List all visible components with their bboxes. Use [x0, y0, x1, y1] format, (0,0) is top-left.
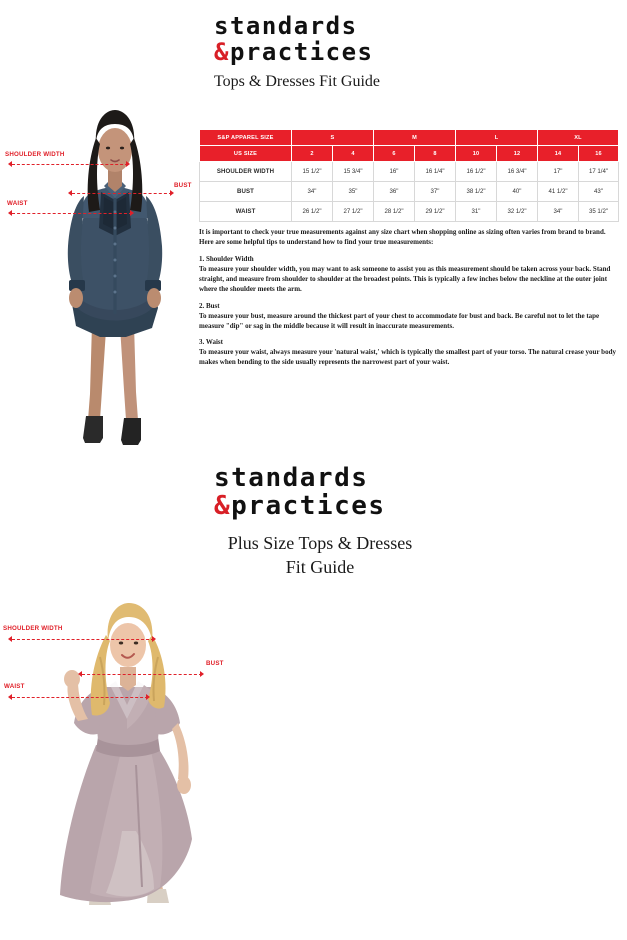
cell-bust-16: 43" — [578, 181, 619, 202]
header-us-size-4: 4 — [332, 145, 374, 162]
header-us-size-12: 12 — [496, 145, 538, 162]
table-row: SHOULDER WIDTH 15 1/2" 15 3/4" 16" 16 1/… — [199, 161, 619, 182]
annotation-arrow-left-bust-plus — [78, 671, 82, 677]
table-header-row-us-size: US SIZE 2 4 6 8 10 12 14 16 — [199, 145, 619, 162]
cell-shoulder-10: 16 1/2" — [455, 161, 497, 182]
annotation-arrow-right-shoulder — [126, 161, 130, 167]
cell-shoulder-2: 15 1/2" — [291, 161, 333, 182]
standard-copy-intro: It is important to check your true measu… — [199, 228, 606, 246]
annotation-label-waist: WAIST — [7, 200, 28, 207]
plus-guide-title-line1: Plus Size Tops & Dresses — [227, 533, 413, 553]
brand-logo-standard: standards &practices Tops & Dresses Fit … — [214, 14, 380, 91]
cell-waist-8: 29 1/2" — [414, 201, 456, 222]
standard-size-table: S&P APPAREL SIZE S M L XL US SIZE 2 4 6 … — [199, 129, 619, 222]
cell-waist-12: 32 1/2" — [496, 201, 538, 222]
annotation-arrow-right-waist — [130, 210, 134, 216]
annotation-arrow-left-shoulder — [8, 161, 12, 167]
table-header-row-apparel-size: S&P APPAREL SIZE S M L XL — [199, 129, 619, 146]
cell-bust-14: 41 1/2" — [537, 181, 579, 202]
annotation-arrow-left-waist — [8, 210, 12, 216]
cell-waist-6: 28 1/2" — [373, 201, 415, 222]
header-us-size: US SIZE — [199, 145, 292, 162]
row-label-waist: WAIST — [199, 201, 292, 222]
annotation-label-shoulder-width-plus: SHOULDER WIDTH — [3, 625, 63, 632]
standard-copy-heading-1: 1. Shoulder Width — [199, 254, 254, 263]
annotation-arrow-left-waist-plus — [8, 694, 12, 700]
brand-name-line1: standards — [214, 12, 358, 40]
header-us-size-14: 14 — [537, 145, 579, 162]
cell-waist-10: 31" — [455, 201, 497, 222]
brand-ampersand: & — [214, 38, 230, 66]
annotation-arrow-right-waist-plus — [146, 694, 150, 700]
header-us-size-16: 16 — [578, 145, 619, 162]
annotation-arrow-left-shoulder-plus — [8, 636, 12, 642]
standard-model-figure — [34, 94, 196, 446]
standard-copy-heading-3: 3. Waist — [199, 338, 223, 347]
standard-guide-title: Tops & Dresses Fit Guide — [214, 73, 380, 90]
brand-logo-plus: standards &practices Plus Size Tops & Dr… — [214, 465, 426, 578]
annotation-arrow-left-bust — [68, 190, 72, 196]
header-us-size-10: 10 — [455, 145, 497, 162]
annotation-arrow-right-bust — [170, 190, 174, 196]
header-size-l: L — [455, 129, 538, 146]
annotation-line-waist-plus — [12, 697, 148, 698]
row-label-shoulder-width: SHOULDER WIDTH — [199, 161, 292, 182]
header-us-size-6: 6 — [373, 145, 415, 162]
brand-name-line1-plus: standards — [214, 463, 369, 493]
annotation-arrow-right-bust-plus — [200, 671, 204, 677]
header-size-s: S — [291, 129, 374, 146]
table-row: BUST 34" 35" 36" 37" 38 1/2" 40" 41 1/2"… — [199, 181, 619, 202]
cell-bust-10: 38 1/2" — [455, 181, 497, 202]
annotation-line-shoulder-plus — [12, 639, 154, 640]
annotation-line-waist — [12, 213, 132, 214]
row-label-bust: BUST — [199, 181, 292, 202]
standard-copy-para-1: To measure your shoulder width, you may … — [199, 264, 611, 293]
cell-shoulder-12: 16 3/4" — [496, 161, 538, 182]
standard-copy-para-2: To measure your bust, measure around the… — [199, 311, 600, 330]
brand-name-line2-row: &practices — [214, 40, 380, 64]
header-us-size-8: 8 — [414, 145, 456, 162]
cell-shoulder-16: 17 1/4" — [578, 161, 619, 182]
cell-waist-16: 35 1/2" — [578, 201, 619, 222]
standard-measurement-instructions: It is important to check your true measu… — [199, 228, 618, 368]
annotation-label-waist-plus: WAIST — [4, 683, 25, 690]
annotation-label-bust-plus: BUST — [206, 660, 224, 667]
cell-waist-2: 26 1/2" — [291, 201, 333, 222]
plus-guide-title-line2: Fit Guide — [285, 557, 355, 577]
standard-copy-para-3: To measure your waist, always measure yo… — [199, 348, 616, 367]
plus-model-figure — [26, 595, 226, 935]
cell-shoulder-6: 16" — [373, 161, 415, 182]
cell-shoulder-14: 17" — [537, 161, 579, 182]
header-size-xl: XL — [537, 129, 619, 146]
cell-shoulder-4: 15 3/4" — [332, 161, 374, 182]
annotation-line-bust — [72, 193, 172, 194]
annotation-line-bust-plus — [82, 674, 202, 675]
annotation-label-shoulder-width: SHOULDER WIDTH — [5, 151, 65, 158]
cell-bust-12: 40" — [496, 181, 538, 202]
cell-bust-2: 34" — [291, 181, 333, 202]
brand-name-line2-plus: practices — [231, 491, 386, 521]
header-us-size-2: 2 — [291, 145, 333, 162]
table-row: WAIST 26 1/2" 27 1/2" 28 1/2" 29 1/2" 31… — [199, 201, 619, 222]
standard-copy-heading-2: 2. Bust — [199, 301, 220, 310]
brand-name-line2: practices — [229, 38, 374, 66]
cell-bust-4: 35" — [332, 181, 374, 202]
header-apparel-size: S&P APPAREL SIZE — [199, 129, 292, 146]
cell-shoulder-8: 16 1/4" — [414, 161, 456, 182]
cell-bust-8: 37" — [414, 181, 456, 202]
cell-waist-14: 34" — [537, 201, 579, 222]
standard-model-illustration — [67, 110, 163, 445]
header-size-m: M — [373, 129, 456, 146]
standard-fit-guide-section: standards &practices Tops & Dresses Fit … — [0, 0, 627, 455]
brand-name-line2-row-plus: &practices — [214, 493, 426, 519]
brand-ampersand-plus: & — [214, 491, 232, 521]
plus-size-fit-guide-section: standards &practices Plus Size Tops & Dr… — [0, 455, 627, 940]
cell-waist-4: 27 1/2" — [332, 201, 374, 222]
plus-model-illustration — [60, 603, 192, 905]
annotation-line-shoulder — [12, 164, 128, 165]
cell-bust-6: 36" — [373, 181, 415, 202]
annotation-label-bust: BUST — [174, 182, 192, 189]
annotation-arrow-right-shoulder-plus — [152, 636, 156, 642]
